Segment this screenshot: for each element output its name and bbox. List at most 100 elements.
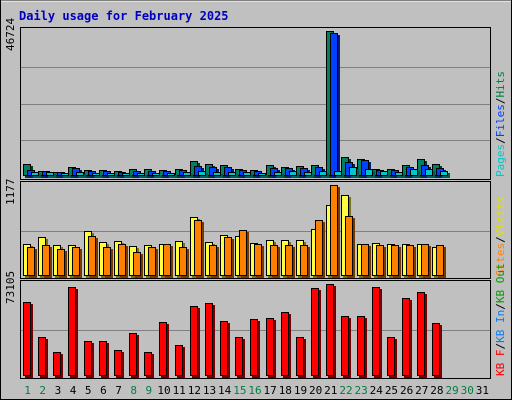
bar-pages xyxy=(137,173,145,176)
bar-sites xyxy=(163,244,171,276)
x-tick-label: 28 xyxy=(430,384,443,397)
bar-pages xyxy=(198,171,206,176)
bar-pages xyxy=(228,172,236,176)
bar-sites xyxy=(209,245,217,276)
bar-pages xyxy=(304,172,312,176)
bar-kb-f xyxy=(387,337,395,376)
bar-kb-f xyxy=(220,321,228,376)
bar-sites xyxy=(391,245,399,276)
bar-kb-f xyxy=(341,316,349,376)
bar-sites xyxy=(148,247,156,276)
bar-kb-f xyxy=(38,337,46,376)
x-tick-label: 14 xyxy=(218,384,232,397)
legend-item: Files xyxy=(494,104,507,137)
bar-sites xyxy=(118,244,126,276)
x-tick-label: 10 xyxy=(157,384,170,397)
chart-title: Daily usage for February 2025 xyxy=(19,9,229,23)
x-tick-label: 13 xyxy=(203,384,216,397)
x-tick-label: 21 xyxy=(324,384,337,397)
bar-pages xyxy=(289,171,297,176)
bar-sites xyxy=(436,245,444,276)
bar-sites xyxy=(345,216,353,276)
x-tick-label: 9 xyxy=(146,384,153,397)
bar-sites xyxy=(300,245,308,276)
bar-kb-f xyxy=(326,284,334,376)
bar-shadow xyxy=(169,175,177,178)
x-tick-label: 2 xyxy=(39,384,46,397)
bar-pages xyxy=(122,173,130,176)
bar-kb-f xyxy=(402,298,410,376)
bar-shadow xyxy=(154,175,162,178)
bar-pages xyxy=(183,172,191,176)
x-tick-label: 15 xyxy=(233,384,246,397)
bar-pages xyxy=(152,173,160,176)
x-tick-label: 12 xyxy=(188,384,201,397)
x-tick-label: 27 xyxy=(415,384,428,397)
bar-sites xyxy=(194,220,202,276)
bar-pages xyxy=(319,171,327,176)
bar-pages xyxy=(274,172,282,176)
bar-kb-f xyxy=(235,337,243,376)
legend-item: / xyxy=(494,236,507,243)
bar-pages xyxy=(380,171,388,176)
bar-kb-f xyxy=(84,341,92,376)
x-tick-label: 8 xyxy=(130,384,137,397)
legend-item: Hits xyxy=(494,71,507,98)
x-tick-label: 22 xyxy=(339,384,352,397)
x-tick-label: 24 xyxy=(370,384,384,397)
bar-sites xyxy=(270,245,278,276)
bar-sites xyxy=(27,247,35,276)
legend-item: Visits xyxy=(494,197,507,237)
bar-kb-f xyxy=(432,323,440,376)
bar-shadow xyxy=(94,175,102,178)
bar-pages xyxy=(31,172,39,176)
x-tick-label: 20 xyxy=(309,384,322,397)
bar-kb-f xyxy=(205,303,213,376)
bar-shadow xyxy=(139,175,147,178)
bar-pages xyxy=(334,171,342,176)
x-tick-label: 4 xyxy=(70,384,77,397)
bar-files xyxy=(330,33,338,176)
ymax-label-middle: 1177 xyxy=(4,179,17,206)
legend-item: / xyxy=(494,343,507,350)
bar-kb-f xyxy=(114,350,122,376)
bar-sites xyxy=(224,237,232,276)
bar-pages xyxy=(213,172,221,176)
bar-kb-f xyxy=(357,316,365,376)
ymax-label-top: 46724 xyxy=(4,18,17,51)
x-tick-label: 6 xyxy=(100,384,107,397)
bar-kb-f xyxy=(296,337,304,376)
bar-kb-f xyxy=(281,312,289,376)
bar-sites xyxy=(57,249,65,276)
bar-sites xyxy=(376,245,384,276)
bar-pages xyxy=(410,169,418,176)
bar-sites xyxy=(421,244,429,276)
bar-pages xyxy=(258,173,266,176)
x-tick-label: 1 xyxy=(24,384,31,397)
bar-sites xyxy=(133,252,141,276)
x-tick-label: 11 xyxy=(173,384,186,397)
bar-sites xyxy=(254,244,262,276)
bar-pages xyxy=(440,171,448,176)
bar-sites xyxy=(406,245,414,276)
bar-kb-f xyxy=(68,287,76,376)
x-tick-label: 5 xyxy=(85,384,92,397)
bar-pages xyxy=(365,169,373,176)
x-tick-label: 7 xyxy=(115,384,122,397)
bar-kb-f xyxy=(53,352,61,376)
bar-shadow xyxy=(260,175,268,178)
legend-bottom: KB F/KB In/KB Out xyxy=(494,263,507,376)
bar-kb-f xyxy=(372,287,380,376)
bar-kb-f xyxy=(175,345,183,376)
x-tick-label: 23 xyxy=(355,384,368,397)
legend-item: Pages xyxy=(494,144,507,177)
x-tick-label: 17 xyxy=(264,384,277,397)
bar-kb-f xyxy=(417,292,425,376)
bar-sites xyxy=(361,244,369,276)
bar-pages xyxy=(76,172,84,176)
bar-sites xyxy=(315,220,323,276)
x-tick-label: 25 xyxy=(385,384,398,397)
x-tick-label: 16 xyxy=(248,384,261,397)
legend-item: KB In xyxy=(494,310,507,343)
